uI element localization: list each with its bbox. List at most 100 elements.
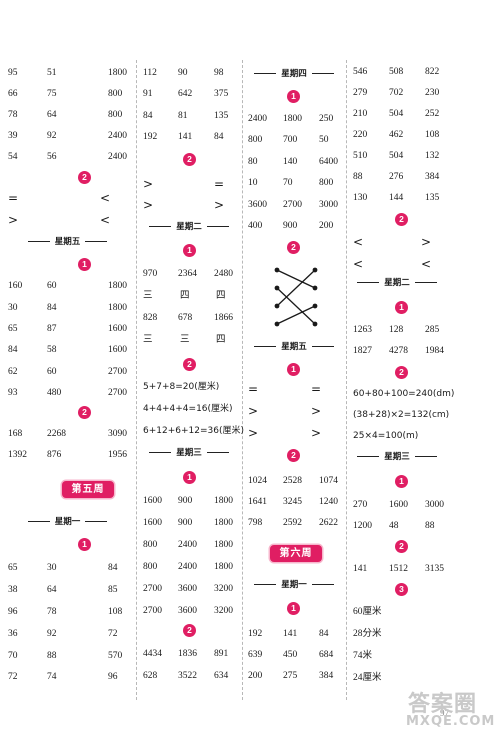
day-heading: 星期二	[137, 220, 241, 234]
answer-row: 112 90 98	[143, 68, 224, 78]
answer-row: 1600 900 1800	[143, 496, 233, 506]
question-number-badge: 1	[78, 538, 91, 551]
matching-lines-diagram	[274, 267, 318, 327]
answer-row: 546 508 822	[353, 67, 440, 77]
day-heading: 星期三	[137, 446, 241, 460]
answer-row: 65 30 84	[8, 563, 118, 573]
equation-line: (38+28)×2=132(cm)	[353, 410, 450, 420]
answer-row: 72 74 96	[8, 672, 118, 682]
answer-row: 65 87 1600	[8, 324, 127, 334]
equation-line: 5+7+8=20(厘米)	[143, 382, 220, 392]
answer-row: 1200 48 88	[353, 521, 435, 531]
question-number-badge: 2	[395, 366, 408, 379]
answer-row: 2400 1800 250	[248, 114, 334, 124]
answer-row: 95 51 1800	[8, 68, 127, 78]
answer-row: 800 700 50	[248, 135, 329, 145]
answer-row: 1392 876 1956	[8, 450, 127, 460]
day-heading: 星期二	[347, 276, 447, 290]
question-number-badge: 2	[78, 406, 91, 419]
answer-row: 800 2400 1800	[143, 540, 233, 550]
answer-row: 210 504 252	[353, 109, 440, 119]
question-number-badge: 2	[287, 449, 300, 462]
question-number-badge: 2	[395, 540, 408, 553]
answer-row: 39 92 2400	[8, 131, 127, 141]
column-divider	[136, 60, 137, 700]
comparison-row: > >	[143, 198, 225, 212]
answer-row: 54 56 2400	[8, 152, 127, 162]
answer-row: 828 678 1866	[143, 313, 233, 323]
answer-row: 200 275 384	[248, 671, 334, 681]
answer-row: 10 70 800	[248, 178, 334, 188]
answer-row: 2700 3600 3200	[143, 606, 233, 616]
answer-row: 970 2364 2480	[143, 269, 233, 279]
answer-row: 70 88 570	[8, 651, 123, 661]
unit-answer: 60厘米	[353, 607, 382, 617]
answer-row: 220 462 108	[353, 130, 440, 140]
comparison-row: = <	[8, 191, 111, 205]
answer-row: 84 58 1600	[8, 345, 127, 355]
answer-row: 141 1512 3135	[353, 564, 444, 574]
answer-row: 3600 2700 3000	[248, 200, 338, 210]
page-number: 97	[440, 708, 449, 718]
question-number-badge: 1	[395, 475, 408, 488]
question-number-badge: 1	[287, 90, 300, 103]
answer-column-4: 546 508 822 279 702 230 210 504 252 220 462 108 …	[347, 58, 500, 719]
question-number-badge: 1	[183, 244, 196, 257]
comparison-row: < >	[353, 235, 432, 249]
answer-row: 36 92 72	[8, 629, 118, 639]
answer-row: 88 276 384	[353, 172, 440, 182]
week-heading: 第六周	[270, 545, 322, 562]
answer-row: 130 144 135	[353, 193, 440, 203]
answer-row: 279 702 230	[353, 88, 440, 98]
question-number-badge: 1	[183, 471, 196, 484]
question-number-badge: 1	[287, 363, 300, 376]
answer-row: 84 81 135	[143, 111, 229, 121]
answer-row: 510 504 132	[353, 151, 440, 161]
answer-row: 78 64 800	[8, 110, 123, 120]
answer-row: 400 900 200	[248, 221, 334, 231]
equation-line: 6+12+6+12=36(厘米)	[143, 426, 244, 436]
comparison-row: > >	[248, 404, 322, 418]
answer-column-2: 112 90 98 91 642 375 84 81 135 192 141 84 2 > = >…	[137, 58, 244, 719]
answer-column-1: 95 51 1800 66 75 800 78 64 800 39 92 2400 54 56 24…	[0, 58, 135, 719]
question-number-badge: 2	[395, 213, 408, 226]
answer-row: 80 140 6400	[248, 157, 338, 167]
question-number-badge: 1	[78, 258, 91, 271]
answer-row: 1827 4278 1984	[353, 346, 444, 356]
answer-column-3: 星期四 1 2400 1800 250 800 700 50 80 140 6400 10 7…	[243, 58, 345, 719]
answer-row: 66 75 800	[8, 89, 123, 99]
column-divider	[242, 60, 243, 700]
unit-answer: 28分米	[353, 629, 382, 639]
answer-row: 91 642 375	[143, 89, 229, 99]
question-number-badge: 2	[183, 153, 196, 166]
day-heading: 星期一	[243, 578, 345, 592]
day-heading: 星期五	[0, 235, 135, 249]
day-heading: 星期四	[243, 67, 345, 81]
answer-row: 三三四	[143, 335, 226, 345]
answer-row: 1024 2528 1074	[248, 476, 338, 486]
answer-row: 1263 128 285	[353, 325, 440, 335]
answer-row: 160 60 1800	[8, 281, 127, 291]
answer-row: 30 84 1800	[8, 303, 127, 313]
answer-row: 270 1600 3000	[353, 500, 444, 510]
question-number-badge: 3	[395, 583, 408, 596]
answer-row: 三四四	[143, 291, 226, 301]
answer-row: 62 60 2700	[8, 367, 127, 377]
watermark-logo: 答案圈 MXQE.COM	[406, 692, 496, 729]
equation-line: 4+4+4+4=16(厘米)	[143, 404, 233, 414]
day-heading: 星期一	[0, 515, 135, 529]
answer-row: 800 2400 1800	[143, 562, 233, 572]
comparison-row: > >	[248, 426, 322, 440]
answer-row: 2700 3600 3200	[143, 584, 233, 594]
question-number-badge: 2	[78, 171, 91, 184]
question-number-badge: 1	[287, 602, 300, 615]
unit-answer: 24厘米	[353, 673, 382, 683]
answer-row: 1600 900 1800	[143, 518, 233, 528]
answer-row: 798 2592 2622	[248, 518, 338, 528]
column-divider	[346, 60, 347, 700]
answer-row: 628 3522 634	[143, 671, 229, 681]
answer-row: 93 480 2700	[8, 388, 127, 398]
day-heading: 星期五	[243, 340, 345, 354]
question-number-badge: 2	[287, 241, 300, 254]
day-heading: 星期三	[347, 450, 447, 464]
